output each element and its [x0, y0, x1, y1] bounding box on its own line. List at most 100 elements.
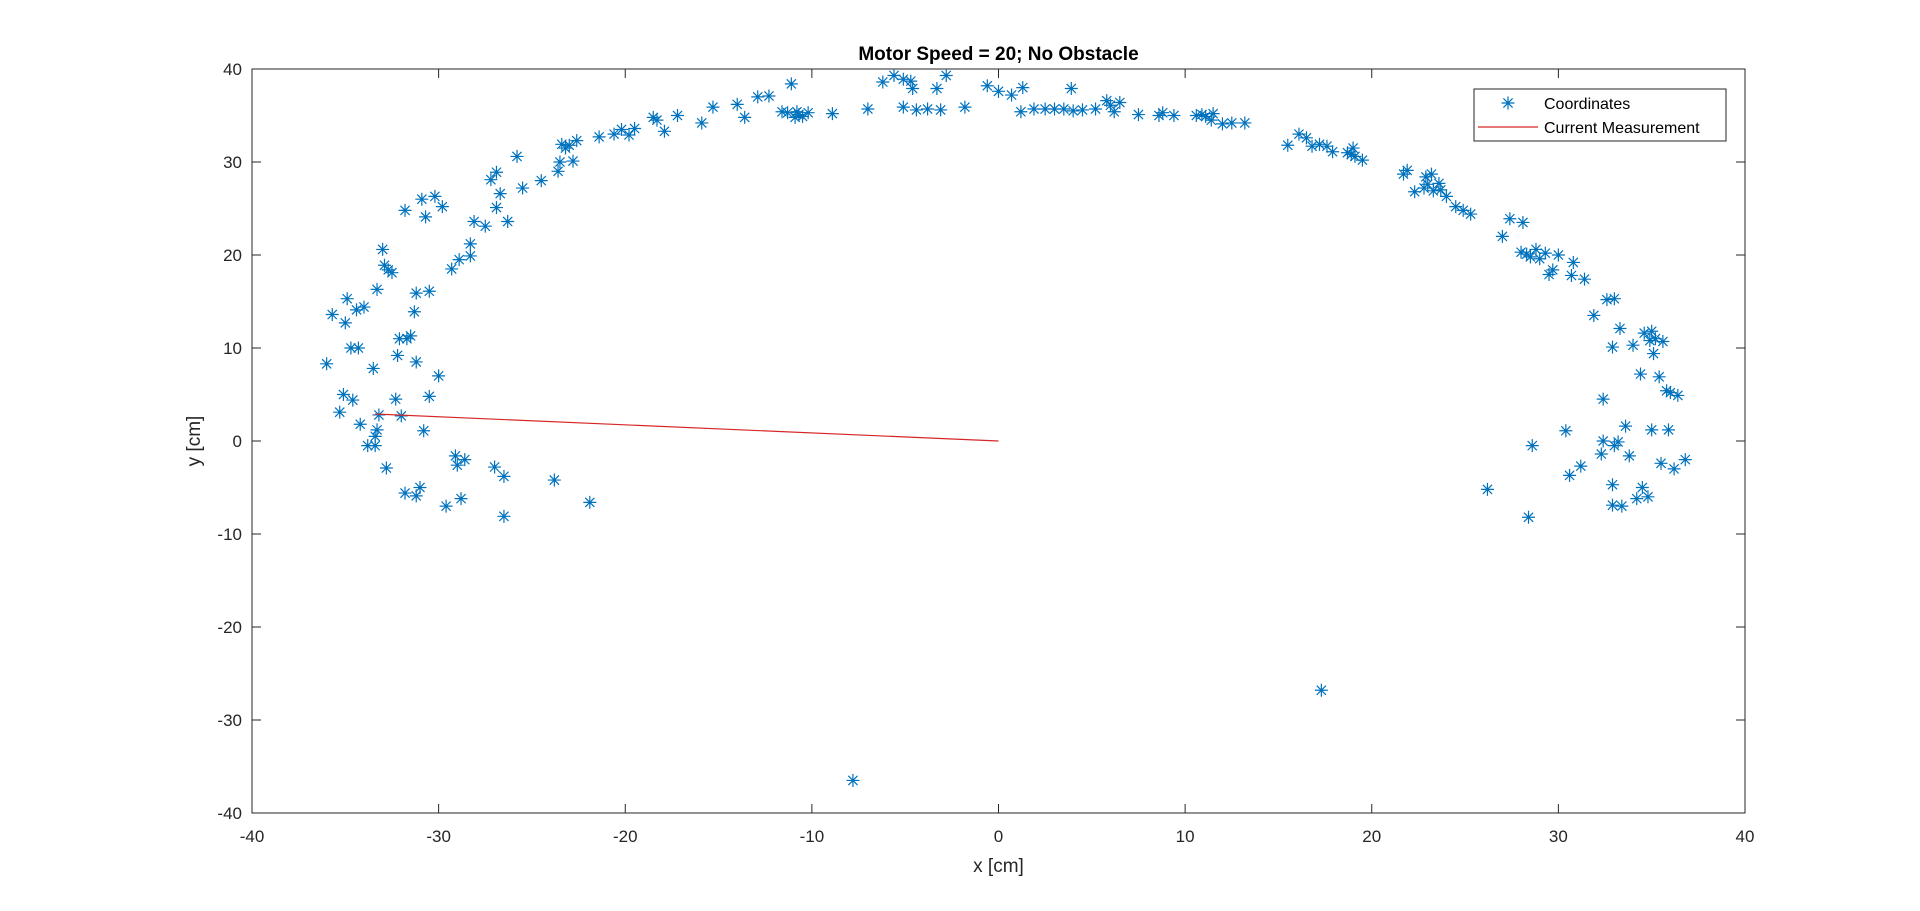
- data-point: [1195, 108, 1209, 122]
- data-point: [1641, 490, 1655, 504]
- x-tick-label: 20: [1362, 827, 1381, 846]
- data-point: [1167, 109, 1181, 122]
- data-point: [1652, 370, 1666, 384]
- data-point: [1671, 388, 1685, 402]
- current-measurement-series: [375, 413, 999, 442]
- data-point: [1131, 108, 1145, 122]
- data-point: [404, 329, 418, 343]
- data-point: [1533, 252, 1547, 266]
- data-point: [1421, 177, 1435, 191]
- data-point: [1027, 102, 1041, 116]
- data-point: [1320, 139, 1334, 153]
- data-point: [463, 237, 477, 251]
- data-point: [1563, 468, 1577, 482]
- data-point: [1047, 102, 1061, 116]
- data-point: [1529, 242, 1543, 256]
- data-point: [1100, 94, 1114, 108]
- data-point: [346, 393, 360, 407]
- data-point: [1344, 148, 1358, 162]
- data-point: [762, 89, 776, 103]
- data-point: [1057, 102, 1071, 116]
- data-point: [320, 357, 334, 371]
- data-point: [450, 458, 464, 472]
- data-point: [876, 75, 890, 89]
- data-point: [534, 174, 548, 188]
- data-point: [1075, 103, 1089, 117]
- data-point: [467, 215, 481, 229]
- coordinates-series: [320, 69, 1692, 787]
- data-point: [1626, 338, 1640, 352]
- data-point: [1574, 459, 1588, 473]
- data-point: [1503, 212, 1517, 226]
- data-point: [1238, 116, 1252, 130]
- data-point: [738, 110, 752, 124]
- y-axis-label: y [cm]: [184, 416, 205, 467]
- data-point: [1016, 81, 1030, 95]
- data-point: [1005, 88, 1019, 102]
- data-point: [1546, 263, 1560, 277]
- y-tick-label: -20: [217, 618, 242, 637]
- data-point: [1578, 272, 1591, 286]
- data-point: [1038, 102, 1052, 116]
- data-point: [1424, 167, 1438, 181]
- data-point: [607, 127, 621, 141]
- data-point: [1103, 98, 1117, 112]
- data-point: [1647, 347, 1661, 361]
- data-point: [376, 242, 390, 256]
- data-point: [1645, 423, 1659, 437]
- data-point: [566, 154, 580, 168]
- data-point: [1600, 293, 1614, 307]
- data-point: [1660, 384, 1674, 398]
- data-point: [439, 499, 453, 513]
- data-point: [1434, 183, 1448, 197]
- legend-marker-coordinates: [1501, 96, 1515, 110]
- data-point: [400, 332, 414, 346]
- data-point: [392, 332, 406, 346]
- data-point: [368, 429, 382, 443]
- data-point: [1340, 146, 1354, 160]
- data-point: [1215, 117, 1229, 131]
- data-point: [1523, 250, 1537, 264]
- data-point: [1648, 332, 1662, 346]
- data-point: [1596, 434, 1610, 448]
- data-point: [413, 481, 427, 494]
- data-point: [478, 219, 492, 233]
- y-tick-label: 10: [223, 339, 242, 358]
- data-point: [896, 72, 910, 86]
- data-point: [958, 100, 972, 114]
- plot-area: -40 -30 -20 -10 0 10 20 30 40 -40 -30 -20 -10 0 10 20 3…: [217, 60, 1754, 846]
- data-point: [333, 405, 347, 419]
- data-point: [547, 473, 561, 487]
- data-point: [592, 130, 606, 144]
- y-tick-label: 0: [233, 432, 242, 451]
- data-point: [1400, 163, 1414, 177]
- data-point: [415, 192, 429, 206]
- data-point: [391, 348, 405, 362]
- data-point: [510, 149, 524, 163]
- legend-label-coordinates: Coordinates: [1544, 96, 1630, 113]
- legend-label-current-measurement: Current Measurement: [1544, 120, 1700, 137]
- data-point: [1204, 113, 1218, 127]
- data-point: [501, 215, 515, 229]
- data-point: [992, 84, 1005, 98]
- data-point: [344, 341, 358, 355]
- data-point: [1312, 137, 1326, 151]
- y-axis: -40 -30 -20 -10 0 10 20 30 40: [217, 60, 1745, 823]
- legend-box: [1473, 88, 1727, 142]
- data-point: [934, 103, 948, 117]
- data-point: [781, 106, 795, 120]
- data-point: [370, 423, 384, 437]
- data-point: [939, 69, 953, 83]
- data-point: [1645, 324, 1659, 338]
- data-point: [381, 263, 395, 277]
- data-point: [1480, 482, 1494, 496]
- data-point: [775, 105, 789, 119]
- data-point: [1551, 248, 1565, 262]
- data-point: [1633, 367, 1647, 381]
- data-point: [1305, 139, 1319, 153]
- data-point: [394, 409, 408, 423]
- data-point: [1292, 127, 1306, 141]
- data-point: [790, 105, 804, 119]
- data-point: [1564, 268, 1578, 282]
- data-point: [422, 389, 436, 403]
